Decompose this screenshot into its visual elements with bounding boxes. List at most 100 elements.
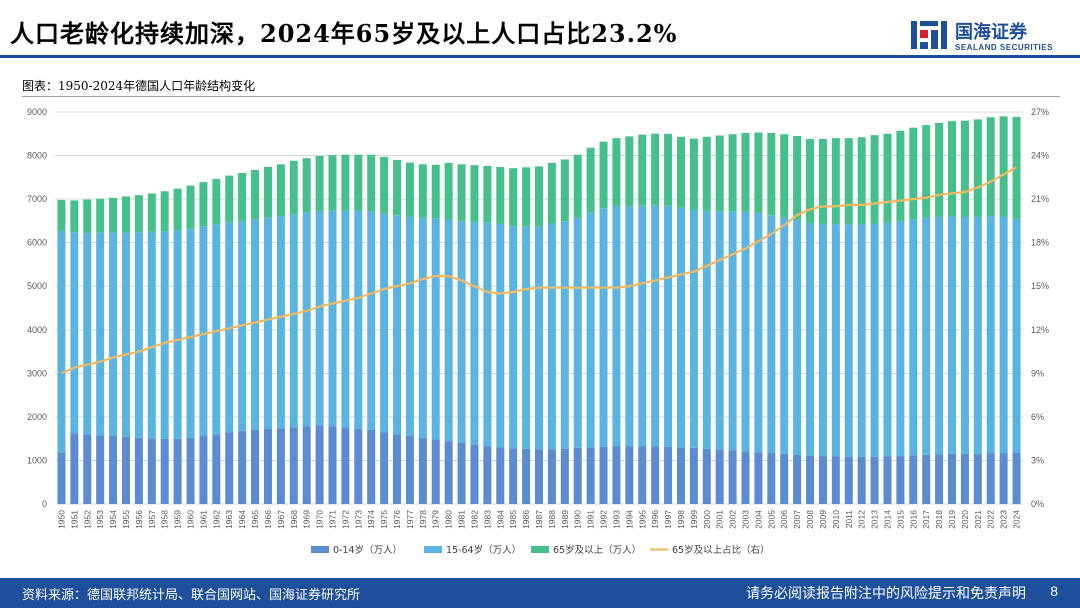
x-tick-label: 1976 <box>392 510 402 529</box>
bar-age-15-64 <box>547 223 556 450</box>
bar-age-15-64 <box>212 224 221 435</box>
bar-age-15-64 <box>831 224 840 457</box>
bar-age-0-14 <box>418 437 427 504</box>
bar-age-0-14 <box>909 455 918 504</box>
bar-age-0-14 <box>960 453 969 504</box>
bar-age-65-plus <box>676 136 685 208</box>
bar-age-15-64 <box>818 223 827 457</box>
page-title: 人口老龄化持续加深，2024年65岁及以上人口占比23.2% <box>10 19 678 48</box>
x-tick-label: 2017 <box>921 510 931 529</box>
x-tick-label: 1983 <box>482 510 492 529</box>
bar-age-15-64 <box>857 224 866 457</box>
x-tick-label: 1951 <box>69 510 79 529</box>
x-tick-label: 1998 <box>676 510 686 529</box>
bar-age-0-14 <box>186 437 195 504</box>
bar-age-15-64 <box>870 223 879 457</box>
bar-age-15-64 <box>651 205 660 447</box>
bar-age-0-14 <box>109 436 118 504</box>
bar-age-65-plus <box>780 134 789 218</box>
y-tick-label: 4000 <box>27 325 47 335</box>
x-tick-label: 1974 <box>366 510 376 529</box>
disclaimer: 请务必阅读报告附注中的风险提示和免责声明 <box>746 586 1026 602</box>
y2-tick-label: 27% <box>1031 107 1049 117</box>
page-number: 8 <box>1050 583 1058 599</box>
bar-age-15-64 <box>289 213 298 428</box>
bar-age-65-plus <box>444 162 453 220</box>
sealand-logo-icon <box>911 21 947 49</box>
bar-age-65-plus <box>418 164 427 218</box>
y-tick-label: 3000 <box>27 368 47 378</box>
bar-age-15-64 <box>470 222 479 445</box>
caption-rule <box>22 96 1060 97</box>
x-tick-label: 1959 <box>173 510 183 529</box>
bar-age-0-14 <box>702 448 711 504</box>
bar-age-0-14 <box>341 427 350 504</box>
bar-age-15-64 <box>806 223 815 456</box>
x-tick-label: 1973 <box>353 510 363 529</box>
bar-age-65-plus <box>547 162 556 224</box>
bar-age-0-14 <box>212 434 221 504</box>
x-tick-label: 1958 <box>160 510 170 529</box>
bar-age-0-14 <box>883 456 892 504</box>
bar-age-65-plus <box>883 133 892 223</box>
bar-age-15-64 <box>534 226 544 450</box>
bar-age-65-plus <box>276 164 285 217</box>
x-tick-label: 2021 <box>973 510 983 529</box>
y-tick-label: 8000 <box>27 151 47 161</box>
bar-age-15-64 <box>96 232 105 436</box>
x-tick-label: 2000 <box>702 510 712 529</box>
bar-age-15-64 <box>134 232 143 438</box>
bar-age-15-64 <box>263 217 272 430</box>
bar-age-0-14 <box>160 438 169 504</box>
bar-age-0-14 <box>638 446 647 504</box>
x-tick-label: 1966 <box>263 510 273 529</box>
y2-tick-label: 18% <box>1031 238 1049 248</box>
x-tick-label: 1969 <box>302 510 312 529</box>
bar-age-15-64 <box>1012 218 1021 454</box>
x-tick-label: 1972 <box>340 510 350 529</box>
bar-age-65-plus <box>948 121 957 217</box>
y2-tick-label: 24% <box>1031 151 1049 161</box>
bar-age-0-14 <box>935 454 944 504</box>
x-tick-label: 1986 <box>521 510 531 529</box>
logo-text-cn: 国海证券 <box>955 22 1027 43</box>
bar-age-15-64 <box>431 218 440 440</box>
y-tick-label: 0 <box>42 499 47 509</box>
x-tick-label: 1965 <box>250 510 260 529</box>
bar-age-65-plus <box>251 169 260 220</box>
bar-age-15-64 <box>948 216 957 454</box>
bar-age-15-64 <box>160 231 169 439</box>
y2-tick-label: 6% <box>1031 412 1044 422</box>
bar-age-65-plus <box>986 117 995 217</box>
bar-age-65-plus <box>922 125 931 218</box>
bar-age-65-plus <box>664 133 673 206</box>
bar-age-15-64 <box>586 212 595 448</box>
bar-age-15-64 <box>883 222 892 457</box>
x-tick-label: 2003 <box>741 510 751 529</box>
bar-age-15-64 <box>793 219 802 455</box>
bar-age-0-14 <box>547 449 556 504</box>
line-share-65-plus <box>61 166 1018 375</box>
logo-text-en: SEALAND SECURITIES <box>955 43 1053 52</box>
y-tick-label: 5000 <box>27 281 47 291</box>
x-tick-label: 2014 <box>882 510 892 529</box>
bar-age-65-plus <box>457 164 466 221</box>
bar-age-0-14 <box>522 448 531 504</box>
bar-age-65-plus <box>405 162 414 217</box>
x-tick-label: 2004 <box>753 510 763 529</box>
x-tick-label: 2005 <box>766 510 776 529</box>
bar-age-15-64 <box>573 217 582 448</box>
bar-age-0-14 <box>689 447 698 504</box>
bar-age-0-14 <box>664 446 673 504</box>
bar-age-15-64 <box>380 213 389 433</box>
bar-age-15-64 <box>483 222 492 447</box>
bar-age-65-plus <box>831 138 840 225</box>
y2-tick-label: 21% <box>1031 194 1049 204</box>
bar-age-15-64 <box>741 211 750 452</box>
bar-age-0-14 <box>767 453 776 504</box>
bar-age-65-plus <box>599 141 608 209</box>
bar-age-0-14 <box>405 436 414 504</box>
bar-age-15-64 <box>986 216 995 454</box>
bar-age-65-plus <box>625 136 634 207</box>
bar-age-0-14 <box>302 426 311 504</box>
